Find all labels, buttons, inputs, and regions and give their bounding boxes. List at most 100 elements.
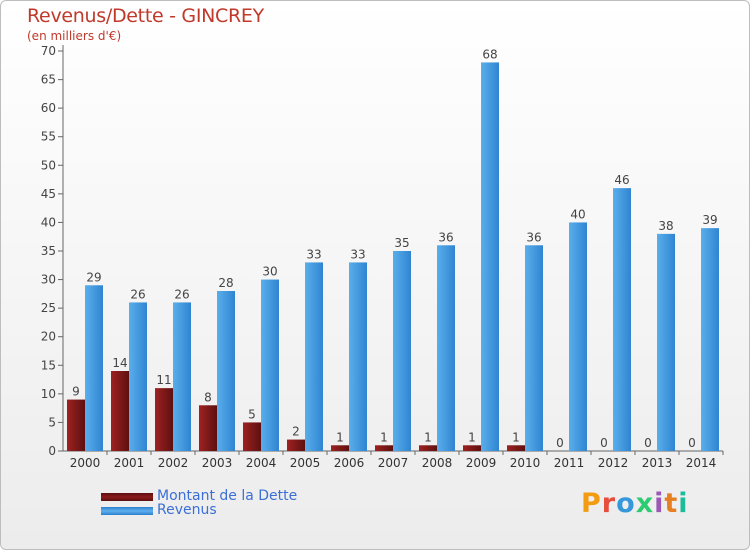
revenue-data-label: 30	[262, 265, 277, 279]
legend-swatch-revenue	[101, 507, 153, 515]
debt-bar	[243, 422, 261, 451]
y-tick-label: 45	[41, 187, 56, 201]
revenue-bar	[305, 262, 323, 451]
debt-data-label: 9	[72, 385, 80, 399]
revenue-bar	[85, 285, 103, 451]
debt-bar	[199, 405, 217, 451]
debt-data-label: 0	[556, 436, 564, 450]
debt-data-label: 0	[644, 436, 652, 450]
revenue-bar	[437, 245, 455, 451]
debt-bar	[507, 445, 525, 451]
debt-data-label: 1	[424, 430, 432, 444]
debt-bar	[463, 445, 481, 451]
x-tick-label: 2009	[466, 456, 497, 470]
debt-data-label: 8	[204, 390, 212, 404]
logo-letter: P	[581, 488, 602, 519]
y-tick-label: 10	[41, 387, 56, 401]
proxiti-logo: Proxiti	[581, 488, 689, 519]
revenue-data-label: 40	[570, 207, 585, 221]
y-tick-label: 55	[41, 130, 56, 144]
logo-letter: r	[601, 488, 617, 519]
x-tick-label: 2004	[246, 456, 277, 470]
debt-data-label: 1	[468, 430, 476, 444]
revenue-data-label: 39	[702, 213, 717, 227]
y-tick-label: 35	[41, 244, 56, 258]
x-tick-label: 2010	[510, 456, 541, 470]
revenue-bar	[217, 291, 235, 451]
debt-bar	[111, 371, 129, 451]
revenue-bar	[261, 279, 279, 451]
x-tick-label: 2006	[334, 456, 365, 470]
debt-data-label: 2	[292, 425, 300, 439]
revenue-bar	[569, 222, 587, 451]
revenue-data-label: 68	[482, 47, 497, 61]
revenue-data-label: 38	[658, 219, 673, 233]
revenue-bar	[481, 62, 499, 452]
x-tick-label: 2001	[114, 456, 145, 470]
x-tick-label: 2012	[598, 456, 629, 470]
revenue-bar	[701, 228, 719, 451]
y-tick-label: 50	[41, 158, 56, 172]
chart-subtitle: (en milliers d'€)	[27, 29, 122, 43]
revenue-bar	[349, 262, 367, 451]
debt-data-label: 11	[156, 373, 171, 387]
y-tick-label: 25	[41, 301, 56, 315]
chart-title: Revenus/Dette - GINCREY	[27, 5, 264, 27]
x-tick-label: 2003	[202, 456, 233, 470]
debt-bar	[375, 445, 393, 451]
x-tick-label: 2014	[686, 456, 717, 470]
revenue-data-label: 29	[86, 270, 101, 284]
x-tick-label: 2005	[290, 456, 321, 470]
revenue-data-label: 33	[306, 247, 321, 261]
y-tick-label: 30	[41, 273, 56, 287]
legend-label-debt: Montant de la Dette	[157, 488, 298, 504]
y-tick-label: 0	[48, 444, 56, 458]
x-tick-label: 2007	[378, 456, 409, 470]
y-tick-label: 65	[41, 73, 56, 87]
y-tick-label: 40	[41, 215, 56, 229]
x-tick-label: 2008	[422, 456, 453, 470]
logo-letter: i	[678, 488, 689, 519]
revenue-data-label: 26	[130, 287, 145, 301]
y-tick-label: 5	[48, 415, 56, 429]
revenue-bar	[657, 233, 675, 451]
debt-data-label: 1	[512, 430, 520, 444]
revenue-data-label: 26	[174, 287, 189, 301]
y-tick-label: 70	[41, 44, 56, 58]
x-tick-label: 2011	[554, 456, 585, 470]
y-tick-label: 15	[41, 358, 56, 372]
legend-swatch-debt	[101, 493, 153, 501]
x-tick-label: 2013	[642, 456, 673, 470]
debt-data-label: 0	[688, 436, 696, 450]
revenue-bar	[525, 245, 543, 451]
y-tick-label: 20	[41, 330, 56, 344]
logo-letter: o	[616, 488, 636, 519]
revenue-data-label: 36	[526, 230, 541, 244]
logo-letter: i	[654, 488, 665, 519]
revenue-data-label: 46	[614, 173, 629, 187]
revenue-data-label: 33	[350, 247, 365, 261]
debt-bar	[419, 445, 437, 451]
debt-bar	[331, 445, 349, 451]
debt-data-label: 1	[336, 430, 344, 444]
revenue-bar	[129, 302, 147, 451]
debt-bar	[155, 388, 173, 451]
revenue-bar	[393, 251, 411, 451]
debt-data-label: 14	[112, 356, 127, 370]
y-tick-label: 60	[41, 101, 56, 115]
legend-label-revenue: Revenus	[157, 502, 217, 518]
revenue-data-label: 36	[438, 230, 453, 244]
revenue-bar	[613, 188, 631, 451]
debt-bar	[67, 399, 85, 451]
x-tick-label: 2002	[158, 456, 189, 470]
debt-data-label: 0	[600, 436, 608, 450]
logo-letter: t	[664, 488, 679, 519]
revenue-data-label: 35	[394, 236, 409, 250]
debt-data-label: 5	[248, 407, 256, 421]
revenue-bar	[173, 302, 191, 451]
logo-letter: x	[635, 488, 655, 519]
x-tick-label: 2000	[70, 456, 101, 470]
debt-data-label: 1	[380, 430, 388, 444]
